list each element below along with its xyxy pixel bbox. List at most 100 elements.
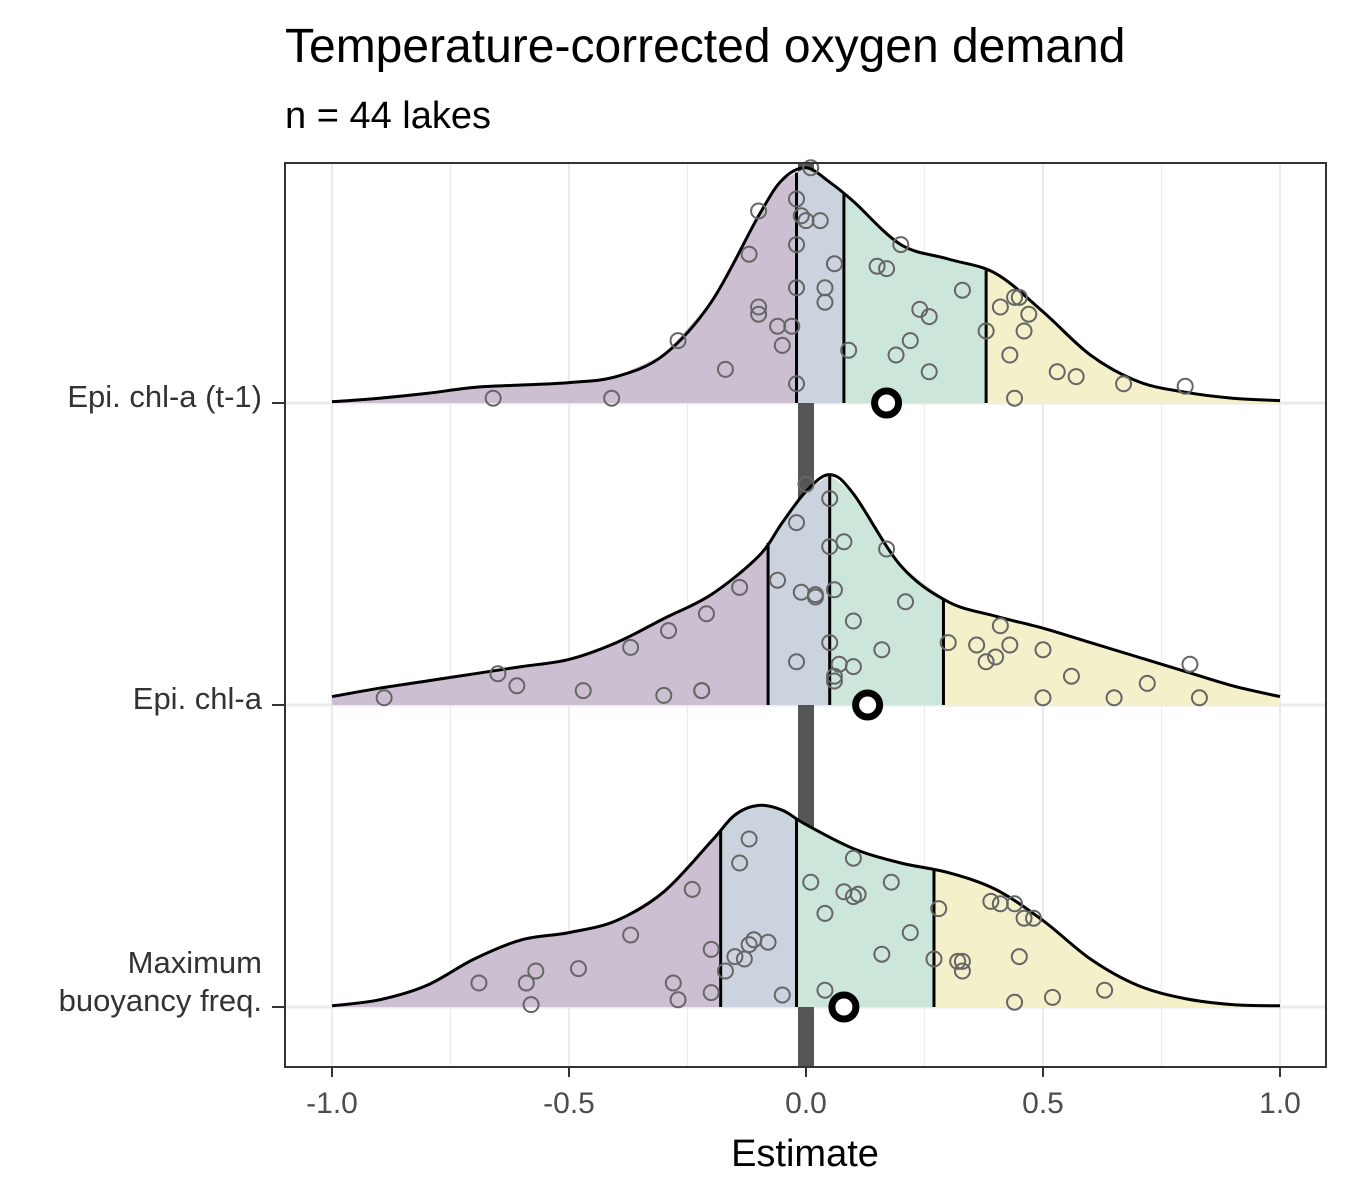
quartile-fill-3 bbox=[829, 474, 944, 705]
data-point bbox=[759, 933, 777, 951]
ridges bbox=[331, 159, 1281, 1023]
plot-panel bbox=[284, 159, 1327, 1068]
data-point bbox=[897, 593, 915, 611]
data-point bbox=[939, 634, 957, 652]
data-point bbox=[977, 653, 995, 671]
data-point bbox=[797, 475, 815, 493]
quartile-fill-1 bbox=[332, 830, 721, 1007]
density-curve bbox=[331, 803, 1281, 1008]
data-point bbox=[835, 533, 853, 551]
data-point bbox=[792, 207, 810, 225]
data-point bbox=[930, 900, 948, 918]
data-point bbox=[920, 363, 938, 381]
quartile-fill-4 bbox=[986, 270, 1280, 403]
data-point bbox=[726, 948, 744, 966]
data-point bbox=[731, 854, 749, 872]
mean-marker bbox=[871, 387, 903, 419]
data-point bbox=[574, 682, 592, 700]
data-point bbox=[1048, 363, 1066, 381]
data-point bbox=[702, 984, 720, 1002]
data-point bbox=[788, 514, 806, 532]
data-point bbox=[788, 279, 806, 297]
data-point bbox=[1067, 368, 1085, 386]
data-point bbox=[844, 849, 862, 867]
data-point bbox=[697, 605, 715, 623]
y-category-label: Epi. chl-a (t-1) bbox=[67, 379, 262, 414]
data-point bbox=[622, 638, 640, 656]
data-point bbox=[716, 360, 734, 378]
data-point bbox=[750, 305, 768, 323]
data-point bbox=[873, 641, 891, 659]
data-point bbox=[878, 540, 896, 558]
x-tick-label: -1.0 bbox=[306, 1087, 358, 1120]
data-point bbox=[1006, 389, 1024, 407]
y-category-label: Maximum bbox=[128, 945, 262, 980]
data-point bbox=[702, 940, 720, 958]
data-point bbox=[375, 689, 393, 707]
data-point bbox=[1010, 288, 1028, 306]
data-point bbox=[569, 960, 587, 978]
data-point bbox=[1190, 689, 1208, 707]
quartile-fill-3 bbox=[796, 818, 934, 1007]
data-point bbox=[470, 974, 488, 992]
data-point bbox=[887, 346, 905, 364]
data-point bbox=[825, 672, 843, 690]
chart-title: Temperature-corrected oxygen demand bbox=[285, 20, 1125, 73]
data-point bbox=[868, 257, 886, 275]
data-point bbox=[788, 190, 806, 208]
data-point bbox=[816, 981, 834, 999]
data-point bbox=[949, 952, 967, 970]
data-point bbox=[773, 336, 791, 354]
data-point bbox=[953, 962, 971, 980]
data-point bbox=[522, 996, 540, 1014]
quartile-fill-2 bbox=[796, 167, 844, 403]
data-point bbox=[991, 617, 1009, 635]
data-point bbox=[892, 236, 910, 254]
data-point bbox=[1115, 375, 1133, 393]
data-point bbox=[750, 298, 768, 316]
data-point bbox=[844, 658, 862, 676]
data-point bbox=[1006, 895, 1024, 913]
data-point bbox=[920, 308, 938, 326]
data-point bbox=[953, 281, 971, 299]
data-point bbox=[1025, 909, 1043, 927]
quartile-fill-4 bbox=[934, 869, 1280, 1007]
data-point bbox=[901, 924, 919, 942]
chart-subtitle: n = 44 lakes bbox=[285, 95, 491, 137]
data-point bbox=[901, 332, 919, 350]
data-point bbox=[987, 648, 1005, 666]
data-point bbox=[811, 212, 829, 230]
data-point bbox=[1138, 674, 1156, 692]
data-point bbox=[1006, 993, 1024, 1011]
data-point bbox=[508, 677, 526, 695]
data-point bbox=[669, 991, 687, 1009]
data-point bbox=[878, 260, 896, 278]
y-category-label: Epi. chl-a bbox=[133, 681, 263, 716]
data-point bbox=[731, 578, 749, 596]
data-point bbox=[953, 952, 971, 970]
data-point bbox=[664, 974, 682, 992]
data-point bbox=[1015, 909, 1033, 927]
data-point bbox=[693, 682, 711, 700]
data-point bbox=[982, 892, 1000, 910]
x-axis-title: Estimate bbox=[731, 1133, 879, 1175]
data-point bbox=[825, 581, 843, 599]
data-point bbox=[1034, 641, 1052, 659]
mean-marker bbox=[828, 991, 860, 1023]
data-point bbox=[527, 962, 545, 980]
data-point bbox=[660, 622, 678, 640]
mean-marker bbox=[852, 689, 884, 721]
data-point bbox=[968, 636, 986, 654]
data-point bbox=[1006, 288, 1024, 306]
quartile-fill-3 bbox=[843, 193, 987, 403]
data-point bbox=[683, 880, 701, 898]
data-point bbox=[844, 612, 862, 630]
data-point bbox=[788, 375, 806, 393]
data-point bbox=[806, 588, 824, 606]
ridge-2 bbox=[331, 803, 1281, 1023]
x-tick-label: 0.5 bbox=[1022, 1087, 1064, 1120]
data-point bbox=[1001, 636, 1019, 654]
data-point bbox=[773, 986, 791, 1004]
data-point bbox=[1043, 988, 1061, 1006]
